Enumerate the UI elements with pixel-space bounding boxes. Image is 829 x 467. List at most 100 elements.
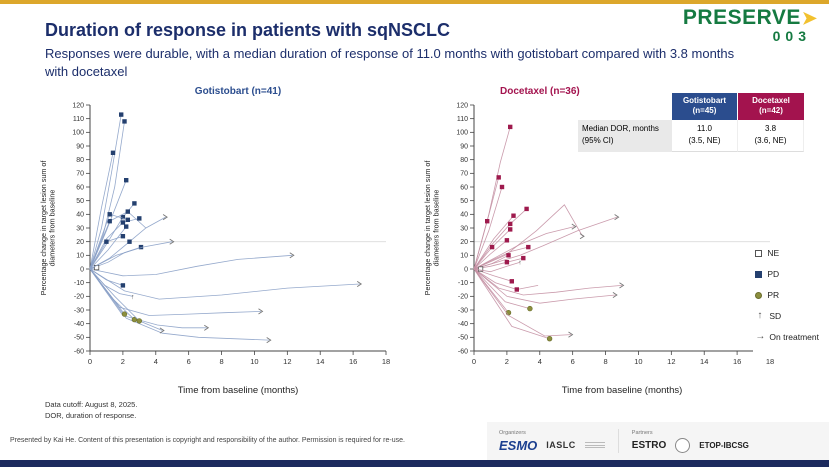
svg-text:120: 120 (72, 102, 84, 109)
etop-ibcsg-logo: ETOP-IBCSG (699, 440, 749, 450)
page-title: Duration of response in patients with sq… (45, 20, 451, 40)
svg-text:4: 4 (538, 357, 542, 366)
logo-trial-number: 003 (772, 28, 811, 44)
table-header-gotistobart-n: (n=45) (692, 106, 717, 116)
svg-text:14: 14 (700, 357, 708, 366)
svg-text:-30: -30 (458, 307, 468, 314)
svg-text:-20: -20 (458, 294, 468, 301)
gotistobart-chart-title: Gotistobart (n=41) (194, 86, 282, 97)
svg-text:-60: -60 (458, 348, 468, 355)
footer-bar: Presented by Kai He. Content of this pre… (0, 422, 829, 460)
table-header-gotistobart: Gotistobart (n=45) (672, 93, 738, 120)
pr-circle-icon (755, 291, 763, 299)
svg-text:14: 14 (316, 357, 324, 366)
ne-open-square-icon (755, 249, 763, 257)
svg-text:12: 12 (283, 357, 291, 366)
svg-text:40: 40 (460, 212, 468, 219)
docetaxel-x-axis-label: Time from baseline (months) (561, 385, 683, 396)
gotistobart-median-dor: 11.0 (697, 123, 712, 133)
svg-text:60: 60 (460, 184, 468, 191)
svg-text:100: 100 (72, 130, 84, 137)
gotistobart-ci: (3.5, NE) (688, 136, 721, 146)
partner-circular-logo (675, 437, 691, 453)
svg-text:10: 10 (634, 357, 642, 366)
logo-wordmark: PRESERVE (682, 6, 801, 29)
svg-text:8: 8 (219, 357, 223, 366)
svg-text:12: 12 (667, 357, 675, 366)
svg-text:90: 90 (460, 143, 468, 150)
svg-text:0: 0 (464, 266, 468, 273)
svg-text:10: 10 (460, 253, 468, 260)
estro-logo: ESTRO (631, 439, 667, 451)
svg-text:18: 18 (382, 357, 390, 366)
svg-text:-10: -10 (458, 280, 468, 287)
on-treatment-arrow-icon: → (755, 331, 766, 342)
svg-text:18: 18 (766, 357, 774, 366)
docetaxel-median-dor: 3.8 (764, 123, 777, 133)
footer-divider (617, 429, 619, 453)
legend-label: On treatment (769, 332, 819, 342)
top-accent-strip (0, 0, 829, 4)
footnote-dor-definition: DOR, duration of response. (45, 411, 137, 421)
svg-text:Percentage change in target le: Percentage change in target lesion sum o… (39, 161, 57, 296)
svg-text:-60: -60 (74, 348, 84, 355)
footnotes: Data cutoff: August 8, 2025. DOR, durati… (45, 399, 137, 422)
table-row-label-line2: (95% CI) (582, 136, 614, 146)
svg-text:20: 20 (76, 239, 84, 246)
svg-text:-50: -50 (458, 335, 468, 342)
esmo-logo: ESMO (499, 437, 538, 453)
legend-item: PR (755, 290, 819, 300)
svg-text:-20: -20 (74, 294, 84, 301)
legend-item: PD (755, 269, 819, 279)
svg-text:80: 80 (76, 157, 84, 164)
svg-text:0: 0 (80, 266, 84, 273)
svg-text:-40: -40 (74, 321, 84, 328)
svg-text:-40: -40 (458, 321, 468, 328)
organizers-group: Organizers ESMO IASLC (499, 430, 605, 453)
svg-text:80: 80 (460, 157, 468, 164)
svg-text:30: 30 (76, 225, 84, 232)
legend: NE PD PR ↑ SD → On treatment (753, 246, 821, 355)
table-row-label-line1: Median DOR, months (582, 123, 659, 133)
page-subtitle: Responses were durable, with a median du… (45, 46, 735, 79)
partners-group: Partners ESTRO ETOP-IBCSG (632, 430, 749, 453)
gotistobart-x-axis-label: Time from baseline (months) (177, 385, 299, 396)
presented-by-text: Presented by Kai He. Content of this pre… (10, 437, 405, 444)
gotistobart-chart: Gotistobart (n=41) -60 -50 -40 -30 -20 -10 0 10… (34, 86, 394, 396)
bottom-accent-strip (0, 460, 829, 467)
svg-text:110: 110 (73, 116, 84, 123)
svg-text:↑: ↑ (518, 260, 522, 267)
svg-text:Percentage change in target le: Percentage change in target lesion sum o… (423, 161, 441, 296)
table-header-docetaxel-n: (n=42) (759, 106, 783, 116)
svg-text:70: 70 (76, 171, 84, 178)
table-header-gotistobart-name: Gotistobart (682, 96, 727, 105)
svg-text:90: 90 (76, 143, 84, 150)
svg-text:100: 100 (456, 130, 468, 137)
svg-text:40: 40 (76, 212, 84, 219)
iaslc-logo: IASLC (546, 440, 576, 450)
svg-text:-10: -10 (74, 280, 84, 287)
sd-arrow-icon: ↑ (757, 310, 763, 321)
svg-text:50: 50 (76, 198, 84, 205)
docetaxel-chart: Docetaxel (n=36) -60 -50 -40 -30 -20 -10 0 10 20… (418, 86, 778, 396)
svg-text:8: 8 (603, 357, 607, 366)
svg-text:16: 16 (349, 357, 357, 366)
svg-text:120: 120 (456, 102, 468, 109)
partners-caption: Partners (631, 429, 653, 436)
table-corner-cell (578, 93, 672, 120)
gotistobart-chart-plot: -60 -50 -40 -30 -20 -10 0 10 20 30 40 50 60 70 80 90 100… (34, 99, 394, 389)
svg-text:2: 2 (121, 357, 125, 366)
svg-text:70: 70 (460, 171, 468, 178)
legend-label: PR (767, 290, 780, 300)
svg-text:6: 6 (571, 357, 575, 366)
legend-label: SD (769, 311, 782, 321)
svg-text:-50: -50 (74, 335, 84, 342)
table-header-docetaxel: Docetaxel (n=42) (738, 93, 804, 120)
svg-text:50: 50 (460, 198, 468, 205)
footer-logos: Organizers ESMO IASLC Partners ESTRO ETO… (487, 422, 829, 460)
svg-text:0: 0 (88, 357, 92, 366)
svg-text:-30: -30 (74, 307, 84, 314)
preserve-003-logo: PRESERVE➤ 003 (683, 7, 817, 43)
table-value-docetaxel: 3.8 (3.6, NE) (738, 119, 804, 152)
